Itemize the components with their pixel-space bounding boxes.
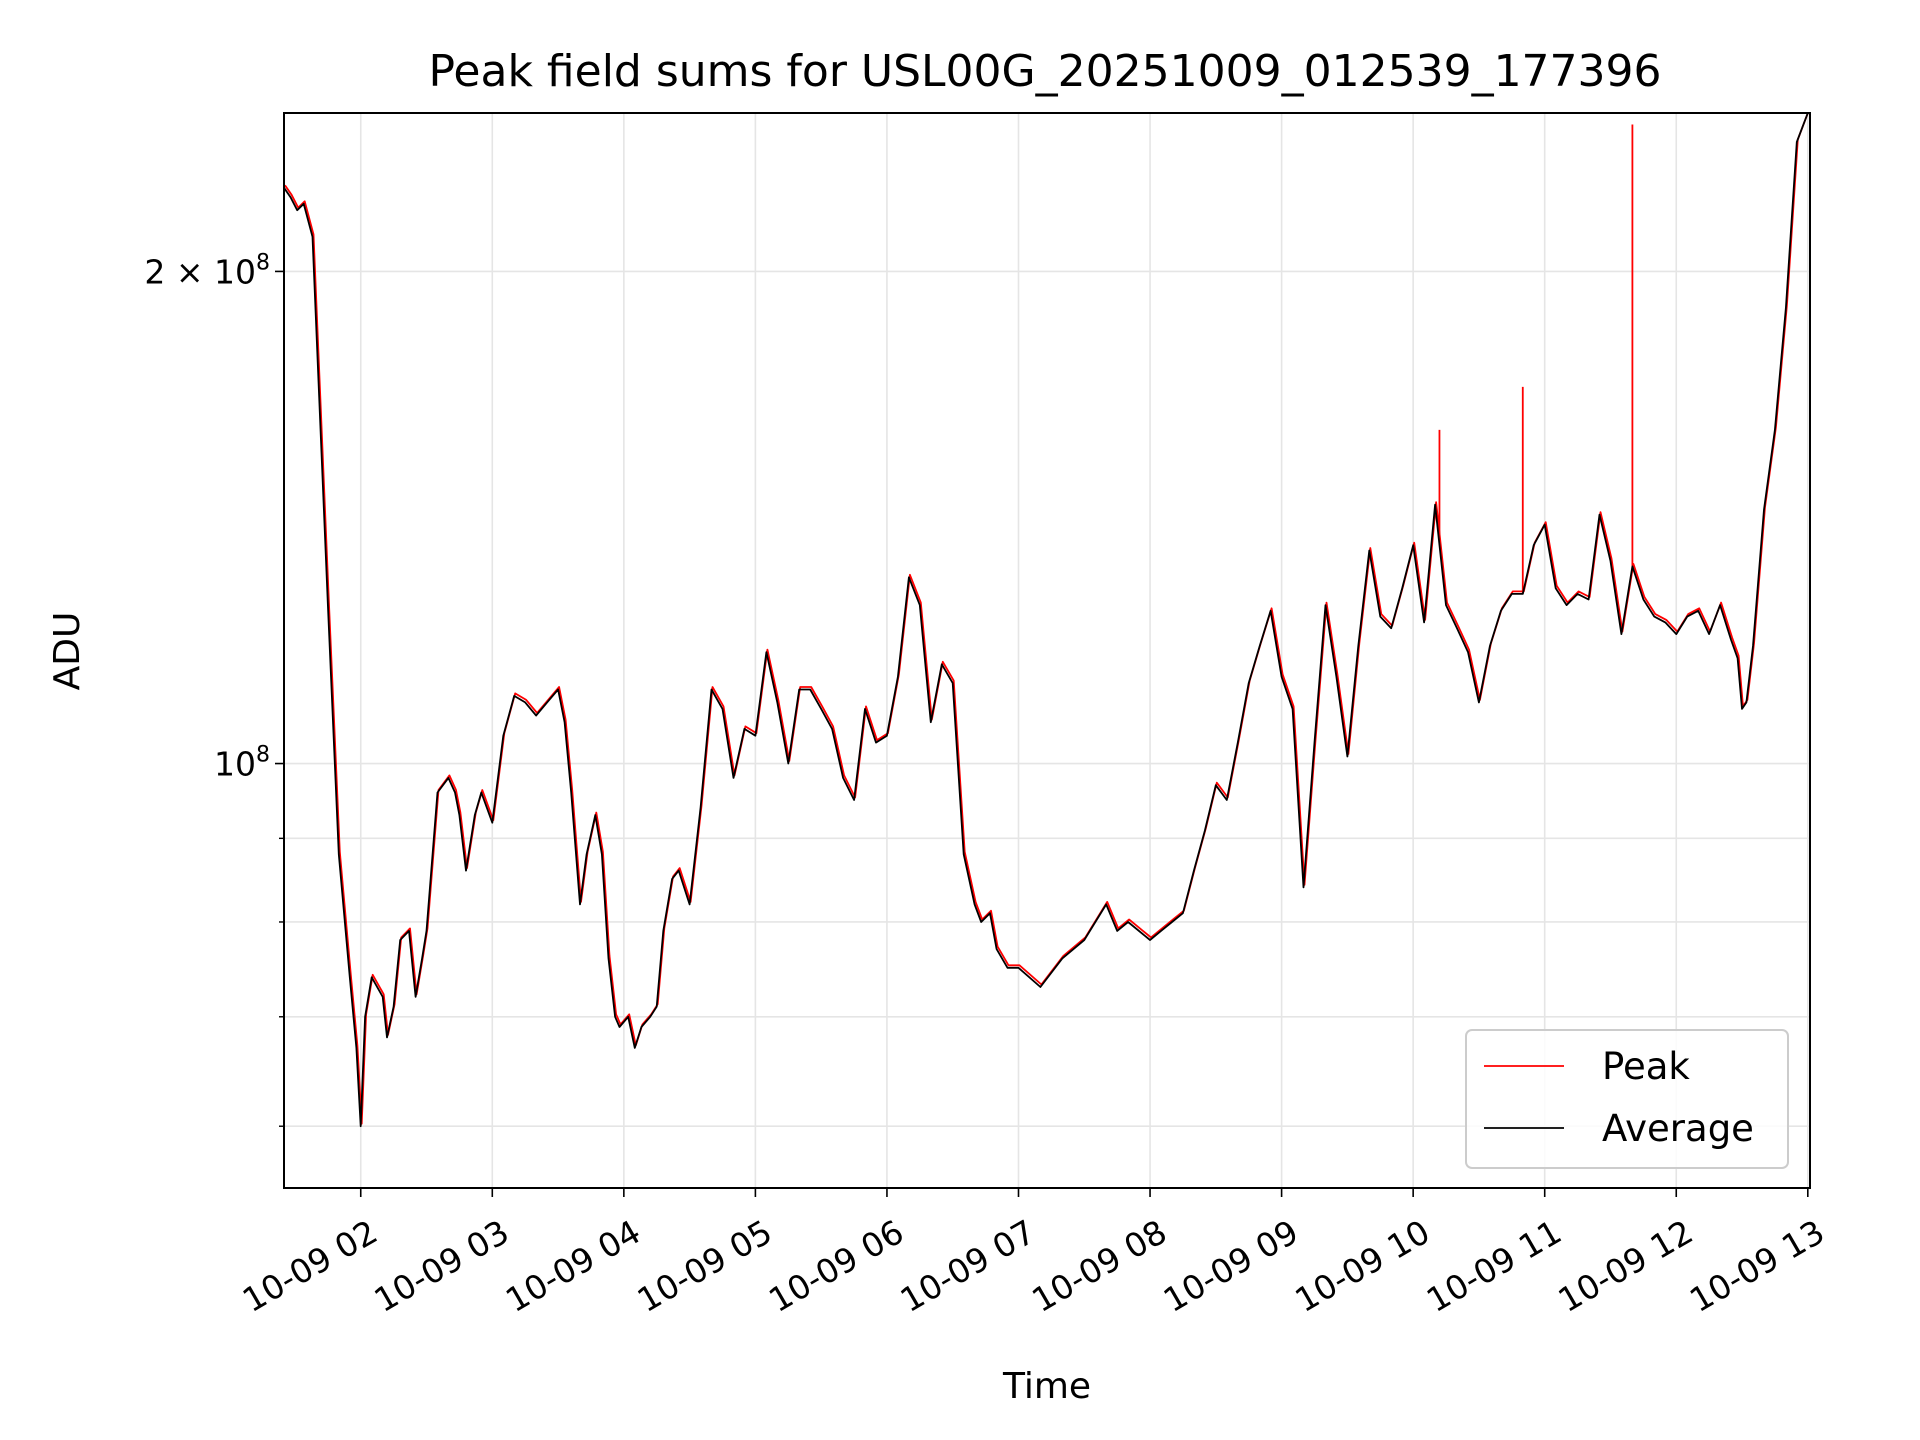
plot-area-frame: [283, 112, 1811, 1189]
x-tick-label: 10-09 10: [1288, 1212, 1436, 1320]
chart-title: Peak field sums for USL00G_20251009_0125…: [428, 46, 1661, 97]
x-tick-label: 10-09 08: [1025, 1212, 1173, 1320]
y-axis: 108 2 × 108: [144, 250, 284, 1127]
x-tick-label: 10-09 13: [1683, 1212, 1831, 1320]
legend-box: [1465, 1029, 1789, 1169]
x-tick-label: 10-09 09: [1157, 1212, 1305, 1320]
y-tick-label: 108: [214, 743, 270, 784]
x-tick-label: 10-09 07: [894, 1212, 1042, 1320]
x-tick-label: 10-09 02: [236, 1212, 384, 1320]
legend-peak-label: Peak: [1602, 1045, 1690, 1088]
average-series-line: [284, 113, 1809, 1128]
x-tick-label: 10-09 12: [1551, 1212, 1699, 1320]
grid: [284, 113, 1810, 1188]
legend: Peak Average: [1465, 1029, 1789, 1169]
peak-series-line: [284, 113, 1809, 1125]
y-tick-label: 2 × 108: [144, 250, 270, 291]
y-axis-label: ADU: [47, 612, 88, 691]
x-tick-label: 10-09 04: [499, 1212, 647, 1320]
x-tick-label: 10-09 05: [631, 1212, 779, 1320]
x-tick-label: 10-09 06: [762, 1212, 910, 1320]
plot-series: [284, 113, 1809, 1128]
legend-average-label: Average: [1602, 1107, 1754, 1150]
x-tick-label: 10-09 11: [1420, 1212, 1568, 1320]
x-tick-label: 10-09 03: [367, 1212, 515, 1320]
x-axis-label: Time: [1002, 1366, 1091, 1407]
